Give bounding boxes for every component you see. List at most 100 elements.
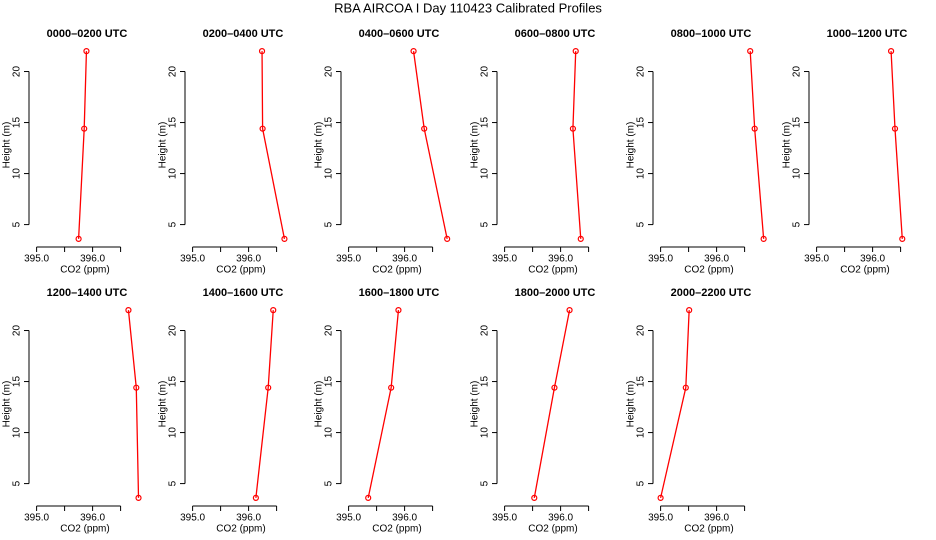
x-tick-label: 396.0 bbox=[80, 513, 105, 524]
y-tick-label: 15 bbox=[168, 376, 179, 388]
profile-line bbox=[749, 51, 765, 239]
x-tick-label: 396.0 bbox=[548, 513, 573, 524]
y-tick-label: 5 bbox=[636, 221, 647, 227]
y-axis-label: Height (m) bbox=[470, 122, 481, 169]
y-tick-label: 20 bbox=[480, 66, 491, 78]
profile-point bbox=[899, 235, 906, 242]
y-tick-label: 5 bbox=[168, 480, 179, 486]
profile-line bbox=[77, 51, 88, 239]
y-tick-label: 10 bbox=[636, 168, 647, 180]
x-tick-label: 395.0 bbox=[492, 254, 517, 265]
profile-point bbox=[135, 494, 142, 501]
y-tick-label: 20 bbox=[12, 325, 23, 337]
x-axis-label: CO2 (ppm) bbox=[60, 265, 109, 276]
panel-title: 2000–2200 UTC bbox=[671, 287, 752, 299]
y-tick-label: 5 bbox=[324, 480, 335, 486]
profile-point bbox=[125, 307, 132, 314]
x-axis-label: CO2 (ppm) bbox=[372, 524, 421, 535]
panel-title: 0600–0800 UTC bbox=[515, 28, 596, 40]
x-tick-label: 396.0 bbox=[80, 254, 105, 265]
y-tick-label: 15 bbox=[12, 117, 23, 129]
y-axis-label: Height (m) bbox=[470, 381, 481, 428]
y-tick-label: 15 bbox=[792, 117, 803, 129]
y-tick-label: 10 bbox=[636, 427, 647, 439]
x-axis-label: CO2 (ppm) bbox=[840, 265, 889, 276]
y-tick-label: 15 bbox=[636, 376, 647, 388]
profile-point bbox=[395, 307, 402, 314]
y-tick-label: 5 bbox=[12, 221, 23, 227]
y-tick-label: 10 bbox=[480, 168, 491, 180]
profile-point bbox=[281, 235, 288, 242]
panel-title: 0400–0600 UTC bbox=[359, 28, 440, 40]
panel-title: 1600–1800 UTC bbox=[359, 287, 440, 299]
profile-point bbox=[388, 384, 395, 391]
x-tick-label: 395.0 bbox=[336, 513, 361, 524]
profile-point bbox=[572, 48, 579, 55]
profile-point bbox=[577, 235, 584, 242]
profile-point bbox=[569, 125, 577, 132]
y-axis-label: Height (m) bbox=[158, 381, 169, 428]
y-tick-label: 5 bbox=[480, 221, 491, 227]
y-tick-label: 15 bbox=[480, 117, 491, 129]
profile-line bbox=[367, 310, 400, 499]
panel-title: 1200–1400 UTC bbox=[47, 287, 128, 299]
x-tick-label: 395.0 bbox=[648, 254, 673, 265]
y-axis-label: Height (m) bbox=[626, 381, 637, 428]
y-axis-label: Height (m) bbox=[158, 122, 169, 169]
y-tick-label: 15 bbox=[324, 117, 335, 129]
y-tick-label: 10 bbox=[12, 427, 23, 439]
x-tick-label: 395.0 bbox=[24, 513, 49, 524]
y-axis-label: Height (m) bbox=[314, 381, 325, 428]
y-tick-label: 20 bbox=[792, 66, 803, 78]
x-axis-label: CO2 (ppm) bbox=[372, 265, 421, 276]
profile-point bbox=[444, 235, 451, 242]
profile-line bbox=[572, 51, 582, 239]
profile-point bbox=[75, 235, 82, 242]
profile-line bbox=[261, 51, 286, 240]
profile-line bbox=[255, 310, 274, 498]
x-tick-label: 396.0 bbox=[704, 254, 729, 265]
y-tick-label: 20 bbox=[636, 325, 647, 337]
y-tick-label: 20 bbox=[12, 66, 23, 78]
profile-point bbox=[365, 494, 372, 501]
profile-line bbox=[412, 51, 448, 240]
panel-title: 0800–1000 UTC bbox=[671, 28, 752, 40]
y-tick-label: 20 bbox=[324, 325, 335, 337]
panel-title: 1400–1600 UTC bbox=[203, 287, 284, 299]
profile-point bbox=[81, 125, 88, 132]
panel-title: 1000–1200 UTC bbox=[827, 28, 908, 40]
panel-title: 0000–0200 UTC bbox=[47, 28, 128, 40]
profile-point bbox=[421, 125, 428, 132]
x-axis-label: CO2 (ppm) bbox=[684, 524, 733, 535]
y-tick-label: 15 bbox=[168, 117, 179, 129]
profile-point bbox=[891, 125, 899, 132]
x-tick-label: 395.0 bbox=[180, 513, 205, 524]
y-tick-label: 5 bbox=[12, 480, 23, 486]
profile-point bbox=[887, 48, 895, 55]
x-axis-label: CO2 (ppm) bbox=[216, 524, 265, 535]
y-tick-label: 5 bbox=[324, 221, 335, 227]
x-tick-label: 395.0 bbox=[492, 513, 517, 524]
x-tick-label: 396.0 bbox=[704, 513, 729, 524]
x-tick-label: 396.0 bbox=[548, 254, 573, 265]
x-axis-label: CO2 (ppm) bbox=[60, 524, 109, 535]
x-tick-label: 395.0 bbox=[648, 513, 673, 524]
x-tick-label: 395.0 bbox=[804, 254, 829, 265]
profile-point bbox=[133, 384, 140, 391]
profile-point bbox=[259, 125, 266, 132]
profile-point bbox=[682, 384, 689, 391]
y-tick-label: 20 bbox=[168, 66, 179, 78]
profile-point bbox=[657, 494, 664, 501]
x-axis-label: CO2 (ppm) bbox=[216, 265, 265, 276]
x-tick-label: 395.0 bbox=[180, 254, 205, 265]
y-tick-label: 20 bbox=[480, 325, 491, 337]
y-tick-label: 20 bbox=[324, 66, 335, 78]
